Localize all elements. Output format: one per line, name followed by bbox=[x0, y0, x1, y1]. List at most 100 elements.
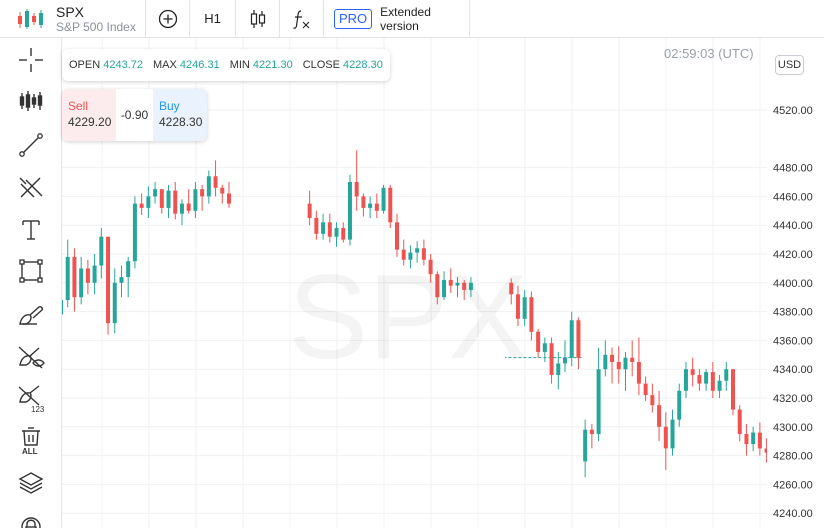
candle-body bbox=[468, 282, 473, 290]
candle-body bbox=[139, 203, 144, 208]
brush-tool[interactable] bbox=[0, 295, 62, 335]
candle-body bbox=[186, 203, 191, 211]
candle-body bbox=[213, 176, 218, 188]
candle-body bbox=[374, 203, 379, 211]
chart-area[interactable]: SPX bbox=[54, 38, 789, 528]
lock-tool[interactable] bbox=[0, 506, 62, 528]
candle bbox=[717, 374, 722, 398]
candle-body bbox=[220, 187, 225, 194]
candle bbox=[610, 347, 615, 384]
candle bbox=[72, 248, 77, 312]
candle-body bbox=[408, 252, 413, 260]
candle-body bbox=[529, 297, 534, 332]
symbol-ticker: SPX bbox=[56, 3, 85, 20]
trend-line-icon bbox=[19, 133, 43, 157]
max-value: 4246.31 bbox=[179, 59, 220, 71]
fork-tool[interactable] bbox=[0, 167, 62, 207]
candle-body bbox=[536, 331, 541, 352]
candle-body bbox=[670, 419, 675, 449]
candle-body bbox=[751, 432, 756, 445]
trend-line-tool[interactable] bbox=[0, 125, 62, 165]
candle bbox=[630, 340, 635, 377]
hide-123-tool[interactable]: 123 bbox=[0, 379, 62, 419]
chart-type-button[interactable] bbox=[236, 0, 280, 37]
candle-body bbox=[92, 265, 97, 283]
candle bbox=[126, 256, 131, 298]
candle-body bbox=[361, 196, 366, 208]
candle bbox=[744, 423, 749, 456]
symbol-selector[interactable]: SPX S&P 500 Index bbox=[0, 0, 146, 37]
candle bbox=[381, 184, 386, 214]
candle-body bbox=[193, 189, 198, 211]
candle-body bbox=[515, 294, 520, 319]
candle-body bbox=[623, 357, 628, 370]
delete-all-tool[interactable]: ALL bbox=[0, 421, 62, 461]
price-chart[interactable]: SPX bbox=[54, 38, 789, 528]
candle-body bbox=[610, 354, 615, 362]
price-tick-label: 4380.00 bbox=[773, 307, 813, 319]
candle bbox=[139, 193, 144, 216]
interval-button[interactable]: H1 bbox=[190, 0, 236, 37]
candle-body bbox=[542, 343, 547, 352]
candle-body bbox=[166, 190, 171, 208]
indicators-button[interactable] bbox=[280, 0, 324, 37]
candle bbox=[200, 184, 205, 211]
hide-drawings-tool[interactable] bbox=[0, 337, 62, 377]
candle bbox=[92, 254, 97, 295]
layers-icon bbox=[18, 472, 44, 494]
candle bbox=[462, 279, 467, 301]
candle-body bbox=[583, 429, 588, 462]
candle bbox=[596, 347, 601, 442]
extended-version-label: Extended version bbox=[380, 4, 431, 33]
candles-settings-tool[interactable] bbox=[0, 81, 62, 121]
candle-body bbox=[744, 434, 749, 445]
sell-label: Sell bbox=[68, 99, 89, 113]
price-tick-label: 4420.00 bbox=[773, 249, 813, 261]
candle-body bbox=[650, 395, 655, 406]
candle-body bbox=[556, 363, 561, 375]
candle bbox=[737, 405, 742, 442]
crosshair-icon bbox=[19, 48, 43, 72]
candle-body bbox=[159, 189, 164, 208]
candle-body bbox=[173, 190, 178, 214]
buy-button[interactable]: Buy 4228.30 bbox=[153, 89, 207, 141]
candle bbox=[388, 184, 393, 229]
price-tick-label: 4480.00 bbox=[773, 163, 813, 175]
extended-version-button[interactable]: PRO Extended version bbox=[324, 0, 470, 37]
candle bbox=[213, 160, 218, 197]
candle bbox=[690, 357, 695, 387]
candle bbox=[603, 340, 608, 377]
candle bbox=[569, 311, 574, 367]
rectangle-tool[interactable] bbox=[0, 251, 62, 291]
layers-tool[interactable] bbox=[0, 463, 62, 503]
text-tool[interactable] bbox=[0, 210, 62, 250]
candle-body bbox=[106, 236, 111, 324]
price-tick-label: 4320.00 bbox=[773, 393, 813, 405]
open-label: OPEN bbox=[69, 59, 101, 71]
fork-lines-icon bbox=[19, 177, 43, 198]
candle-body bbox=[227, 193, 231, 204]
price-scale[interactable]: 4520.00 4480.00 4460.00 4440.00 4420.00 4400.… bbox=[767, 38, 824, 528]
candle-body bbox=[65, 256, 70, 301]
candle-body bbox=[455, 282, 460, 286]
candle-body bbox=[724, 369, 729, 381]
delete-all-label: ALL bbox=[22, 447, 38, 455]
sell-button[interactable]: Sell 4229.20 bbox=[62, 89, 116, 141]
crosshair-tool[interactable] bbox=[0, 40, 62, 80]
candle bbox=[374, 193, 379, 218]
candle bbox=[415, 241, 420, 263]
candle bbox=[529, 291, 534, 341]
candle bbox=[321, 213, 326, 240]
candle bbox=[435, 271, 440, 305]
candle bbox=[193, 182, 198, 218]
currency-button[interactable]: USD bbox=[775, 55, 804, 75]
candle-body bbox=[341, 228, 346, 240]
candle bbox=[448, 268, 453, 293]
candle-body bbox=[616, 362, 621, 370]
compare-add-button[interactable] bbox=[146, 0, 190, 37]
candle bbox=[307, 190, 312, 226]
candle bbox=[636, 337, 641, 396]
buy-label: Buy bbox=[159, 99, 180, 113]
candle bbox=[542, 337, 547, 362]
price-tick-label: 4280.00 bbox=[773, 451, 813, 463]
